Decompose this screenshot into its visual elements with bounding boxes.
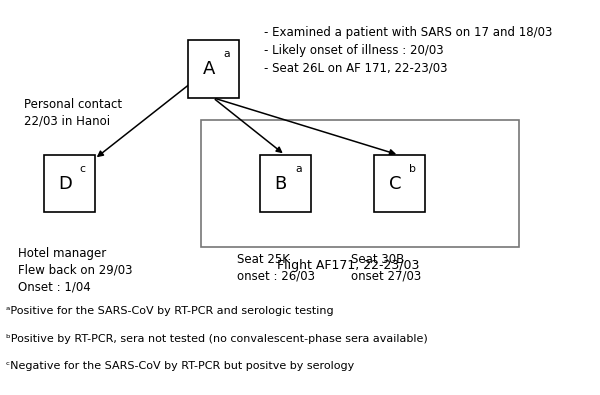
Text: Flight AF171, 22-23/03: Flight AF171, 22-23/03 [277, 259, 419, 272]
Text: ᵃPositive for the SARS-CoV by RT-PCR and serologic testing: ᵃPositive for the SARS-CoV by RT-PCR and… [6, 306, 334, 316]
Text: ᵇPositive by RT-PCR, sera not tested (no convalescent-phase sera available): ᵇPositive by RT-PCR, sera not tested (no… [6, 334, 428, 344]
Bar [201, 120, 519, 247]
Text: Personal contact
22/03 in Hanoi: Personal contact 22/03 in Hanoi [24, 98, 122, 128]
Bar [374, 155, 425, 213]
Text: A: A [203, 60, 215, 78]
Text: a: a [295, 164, 302, 174]
Bar [44, 155, 95, 213]
Text: D: D [58, 175, 72, 193]
Bar [260, 155, 311, 213]
Text: ᶜNegative for the SARS-CoV by RT-PCR but positve by serology: ᶜNegative for the SARS-CoV by RT-PCR but… [6, 361, 354, 371]
Text: Hotel manager
Flew back on 29/03
Onset : 1/04: Hotel manager Flew back on 29/03 Onset :… [18, 247, 133, 294]
Text: B: B [275, 175, 287, 193]
Text: - Examined a patient with SARS on 17 and 18/03
- Likely onset of illness : 20/03: - Examined a patient with SARS on 17 and… [264, 26, 553, 75]
Text: c: c [79, 164, 85, 174]
Text: b: b [409, 164, 416, 174]
Text: Seat 30B
onset 27/03: Seat 30B onset 27/03 [351, 253, 421, 283]
Bar [187, 41, 239, 98]
Text: Seat 25K
onset : 26/03: Seat 25K onset : 26/03 [237, 253, 315, 283]
Text: a: a [223, 49, 230, 59]
Text: C: C [389, 175, 401, 193]
